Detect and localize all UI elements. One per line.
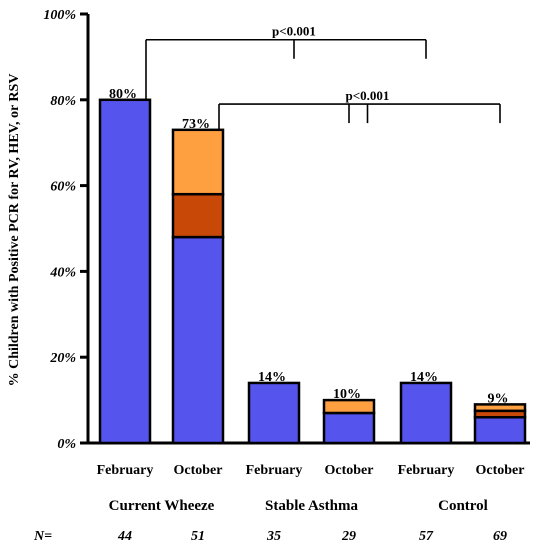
bar-value-label: 80% bbox=[109, 87, 137, 102]
y-tick-label: 100% bbox=[43, 8, 76, 23]
bar-segment bbox=[171, 128, 225, 196]
bar-value-label: 9% bbox=[488, 391, 509, 406]
y-tick-label: 80% bbox=[50, 94, 76, 109]
category-label: February bbox=[398, 463, 455, 478]
n-value: 29 bbox=[341, 529, 356, 543]
group-label: Stable Asthma bbox=[265, 498, 358, 514]
bar-segment bbox=[322, 398, 376, 415]
n-value: 69 bbox=[493, 529, 507, 543]
n-prefix: N= bbox=[33, 529, 52, 543]
category-label: October bbox=[174, 463, 223, 478]
category-label: October bbox=[476, 463, 525, 478]
y-tick-label: 40% bbox=[49, 265, 76, 280]
n-value: 57 bbox=[419, 529, 434, 543]
bar-segment bbox=[322, 411, 376, 445]
sample-size-row: N= 44 51 35 29 57 69 bbox=[33, 529, 507, 543]
p-value-label: p<0.001 bbox=[272, 24, 316, 39]
group-label: Current Wheeze bbox=[109, 498, 215, 514]
y-tick-label: 20% bbox=[49, 351, 76, 366]
bar-segment bbox=[247, 381, 301, 445]
bars bbox=[98, 98, 527, 445]
bar-value-label: 14% bbox=[410, 370, 438, 385]
significance-brackets: p<0.001 p<0.001 bbox=[145, 24, 501, 130]
p-value-label: p<0.001 bbox=[346, 88, 390, 103]
axes: 0% 20% 40% 60% 80% 100% bbox=[43, 8, 530, 452]
group-labels: Current Wheeze Stable Asthma Control bbox=[109, 498, 488, 514]
n-value: 35 bbox=[266, 529, 281, 543]
y-axis-label: % Children with Positive PCR for RV, HEV… bbox=[7, 74, 22, 387]
y-tick-label: 60% bbox=[50, 180, 76, 195]
category-label: October bbox=[325, 463, 374, 478]
n-value: 44 bbox=[117, 529, 132, 543]
bar-value-label: 73% bbox=[182, 117, 210, 132]
bar-segment bbox=[473, 416, 527, 445]
category-label: February bbox=[97, 463, 154, 478]
bar-segment bbox=[399, 381, 453, 445]
group-label: Control bbox=[438, 498, 488, 514]
bar-value-label: 10% bbox=[333, 387, 361, 402]
n-value: 51 bbox=[191, 529, 205, 543]
bar-segment bbox=[473, 403, 527, 413]
bar-segment bbox=[171, 235, 225, 445]
bar-segment bbox=[98, 98, 152, 445]
category-label: February bbox=[246, 463, 303, 478]
y-tick-label: 0% bbox=[57, 437, 76, 452]
category-labels: February October February October February Oc… bbox=[97, 463, 525, 478]
bar-value-labels: 80% 73% 14% 10% 14% 9% bbox=[109, 87, 509, 407]
bar-segment bbox=[171, 192, 225, 239]
bar-value-label: 14% bbox=[258, 370, 286, 385]
